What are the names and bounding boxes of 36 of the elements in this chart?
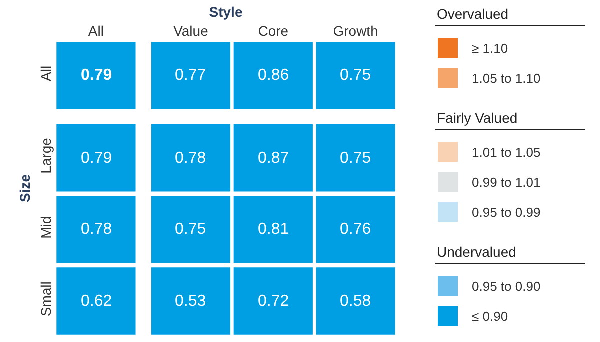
data-label: 0.75 [340,150,372,167]
x-tick-label: Core [258,23,289,40]
text: Overvalued [437,6,509,22]
data-label: 0.62 [81,293,112,310]
legend-label: 0.99 to 1.01 [472,175,541,190]
data-label: 0.79 [81,67,112,84]
x-axis-title: Style [209,4,243,20]
text: Undervalued [437,244,516,260]
data-label: 0.75 [175,221,206,238]
text: Fairly Valued [437,110,518,126]
y-tick-label: Mid [38,216,54,239]
data-label: 0.72 [258,293,290,310]
x-tick-label: Value [174,23,209,40]
data-label: 0.78 [175,150,206,167]
data-label: 0.75 [340,67,372,84]
data-label: 0.76 [340,221,372,238]
y-axis-title: Size [16,174,33,203]
legend-label: 0.95 to 0.90 [472,279,541,294]
y-tick-label: All [38,66,54,82]
legend-label: 0.95 to 0.99 [472,205,541,220]
legend-label: 1.05 to 1.10 [472,71,541,86]
data-label: 0.79 [81,150,112,167]
data-label: 0.86 [258,67,290,84]
x-tick-label: Growth [333,23,378,40]
data-label: 0.77 [175,67,206,84]
x-tick-label: All [88,23,104,40]
data-label: 0.58 [340,293,372,310]
y-tick-label: Large [38,138,54,174]
legend-label: ≤ 0.90 [472,309,508,324]
data-label: 0.81 [258,221,290,238]
data-label: 0.78 [81,221,112,238]
data-label: 0.87 [258,150,290,167]
legend-label: 1.01 to 1.05 [472,145,541,160]
y-tick-label: Small [38,282,54,317]
legend-label: ≥ 1.10 [472,41,508,56]
data-label: 0.53 [175,293,206,310]
